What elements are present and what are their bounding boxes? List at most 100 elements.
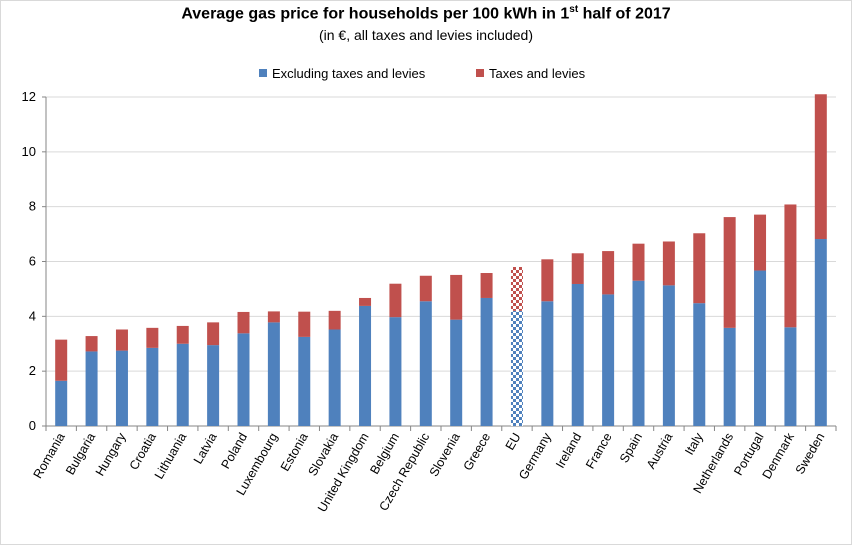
bar-group bbox=[541, 259, 554, 426]
bar-taxes-and-levies bbox=[662, 241, 675, 286]
bar-group bbox=[55, 339, 68, 426]
bar-taxes-and-levies bbox=[176, 325, 189, 344]
bar-excluding-taxes bbox=[693, 303, 706, 426]
category-label: Latvia bbox=[191, 430, 220, 466]
legend-label: Taxes and levies bbox=[489, 66, 586, 81]
bar-taxes-and-levies bbox=[754, 214, 767, 271]
chart-title-superscript: st bbox=[569, 4, 579, 15]
bar-excluding-taxes bbox=[571, 283, 584, 426]
bar-excluding-taxes bbox=[207, 345, 220, 426]
bar-excluding-taxes bbox=[359, 305, 372, 426]
bar-group bbox=[176, 325, 189, 426]
bar-group bbox=[754, 214, 767, 426]
bar-group bbox=[723, 217, 736, 426]
bar-taxes-and-levies bbox=[359, 297, 372, 306]
bar-taxes-and-levies bbox=[389, 283, 402, 318]
bar-taxes-and-levies bbox=[510, 266, 523, 311]
bar-excluding-taxes bbox=[389, 317, 402, 426]
legend-item: Excluding taxes and levies bbox=[259, 66, 426, 81]
category-label: France bbox=[583, 430, 615, 471]
bar-group bbox=[389, 283, 402, 426]
bar-excluding-taxes bbox=[237, 333, 250, 426]
category-label: Estonia bbox=[278, 430, 311, 473]
bar-excluding-taxes bbox=[55, 380, 68, 426]
category-label: Greece bbox=[461, 430, 494, 473]
bar-taxes-and-levies bbox=[602, 251, 615, 295]
bar-excluding-taxes bbox=[602, 294, 615, 426]
bar-taxes-and-levies bbox=[298, 311, 311, 337]
bar-group bbox=[207, 322, 220, 426]
bar-group bbox=[814, 94, 827, 426]
category-label: Romania bbox=[31, 430, 68, 480]
bar-excluding-taxes bbox=[298, 336, 311, 426]
chart-title-suffix: half of 2017 bbox=[578, 5, 671, 23]
bar-excluding-taxes bbox=[723, 327, 736, 426]
bar-group bbox=[267, 311, 280, 426]
bar-group bbox=[632, 243, 645, 426]
bar-group bbox=[693, 233, 706, 426]
bar-group bbox=[450, 274, 463, 426]
bar-excluding-taxes bbox=[480, 297, 493, 426]
bar-taxes-and-levies bbox=[480, 273, 493, 298]
chart-subtitle: (in €, all taxes and levies included) bbox=[318, 27, 533, 43]
bar-taxes-and-levies bbox=[693, 233, 706, 304]
bar-group bbox=[662, 241, 675, 426]
y-tick-label: 4 bbox=[29, 308, 36, 323]
y-tick-label: 12 bbox=[22, 89, 36, 104]
bar-group bbox=[359, 297, 372, 426]
bar-group bbox=[571, 253, 584, 426]
bar-taxes-and-levies bbox=[85, 336, 98, 352]
category-label: Austria bbox=[644, 430, 676, 471]
category-label: Sweden bbox=[793, 430, 828, 476]
bar-taxes-and-levies bbox=[541, 259, 554, 302]
bar-taxes-and-levies bbox=[146, 327, 159, 348]
bar-taxes-and-levies bbox=[814, 94, 827, 240]
bar-excluding-taxes bbox=[267, 322, 280, 426]
bar-taxes-and-levies bbox=[571, 253, 584, 284]
bar-group bbox=[480, 273, 493, 426]
bar-taxes-and-levies bbox=[207, 322, 220, 346]
y-tick-label: 10 bbox=[22, 144, 36, 159]
chart-title-prefix: Average gas price for households per 100… bbox=[181, 5, 570, 23]
bar-excluding-taxes bbox=[662, 285, 675, 426]
bar-taxes-and-levies bbox=[723, 217, 736, 328]
bar-group bbox=[237, 311, 250, 426]
bar-excluding-taxes bbox=[115, 350, 128, 426]
bar-excluding-taxes bbox=[814, 239, 827, 426]
bar-taxes-and-levies bbox=[419, 275, 432, 302]
y-tick-label: 0 bbox=[29, 418, 36, 433]
y-tick-label: 2 bbox=[29, 363, 36, 378]
legend-label: Excluding taxes and levies bbox=[272, 66, 426, 81]
bar-excluding-taxes bbox=[328, 329, 341, 426]
bar-group bbox=[115, 329, 128, 426]
legend-swatch bbox=[476, 69, 484, 77]
bar-excluding-taxes bbox=[146, 347, 159, 426]
bar-excluding-taxes bbox=[176, 343, 189, 426]
bar-excluding-taxes bbox=[510, 310, 523, 426]
bar-group bbox=[146, 327, 159, 426]
category-label: Italy bbox=[682, 430, 706, 458]
category-label: Ireland bbox=[553, 430, 584, 470]
category-label: Poland bbox=[219, 430, 251, 471]
bar-group bbox=[298, 311, 311, 426]
bar-group bbox=[419, 275, 432, 426]
category-label: Spain bbox=[617, 430, 645, 465]
bar-group bbox=[510, 266, 523, 426]
bar-taxes-and-levies bbox=[267, 311, 280, 323]
bar-excluding-taxes bbox=[541, 301, 554, 426]
category-label: Hungary bbox=[93, 430, 129, 479]
legend-swatch bbox=[259, 69, 267, 77]
chart-title: Average gas price for households per 100… bbox=[0, 4, 852, 23]
category-label: EU bbox=[503, 431, 524, 453]
bar-excluding-taxes bbox=[632, 280, 645, 426]
category-label: Croatia bbox=[127, 430, 159, 472]
gridlines bbox=[46, 96, 836, 372]
bar-taxes-and-levies bbox=[55, 339, 68, 381]
bar-group bbox=[85, 336, 98, 426]
bars bbox=[55, 94, 827, 426]
bar-taxes-and-levies bbox=[450, 274, 463, 320]
bar-excluding-taxes bbox=[754, 270, 767, 426]
